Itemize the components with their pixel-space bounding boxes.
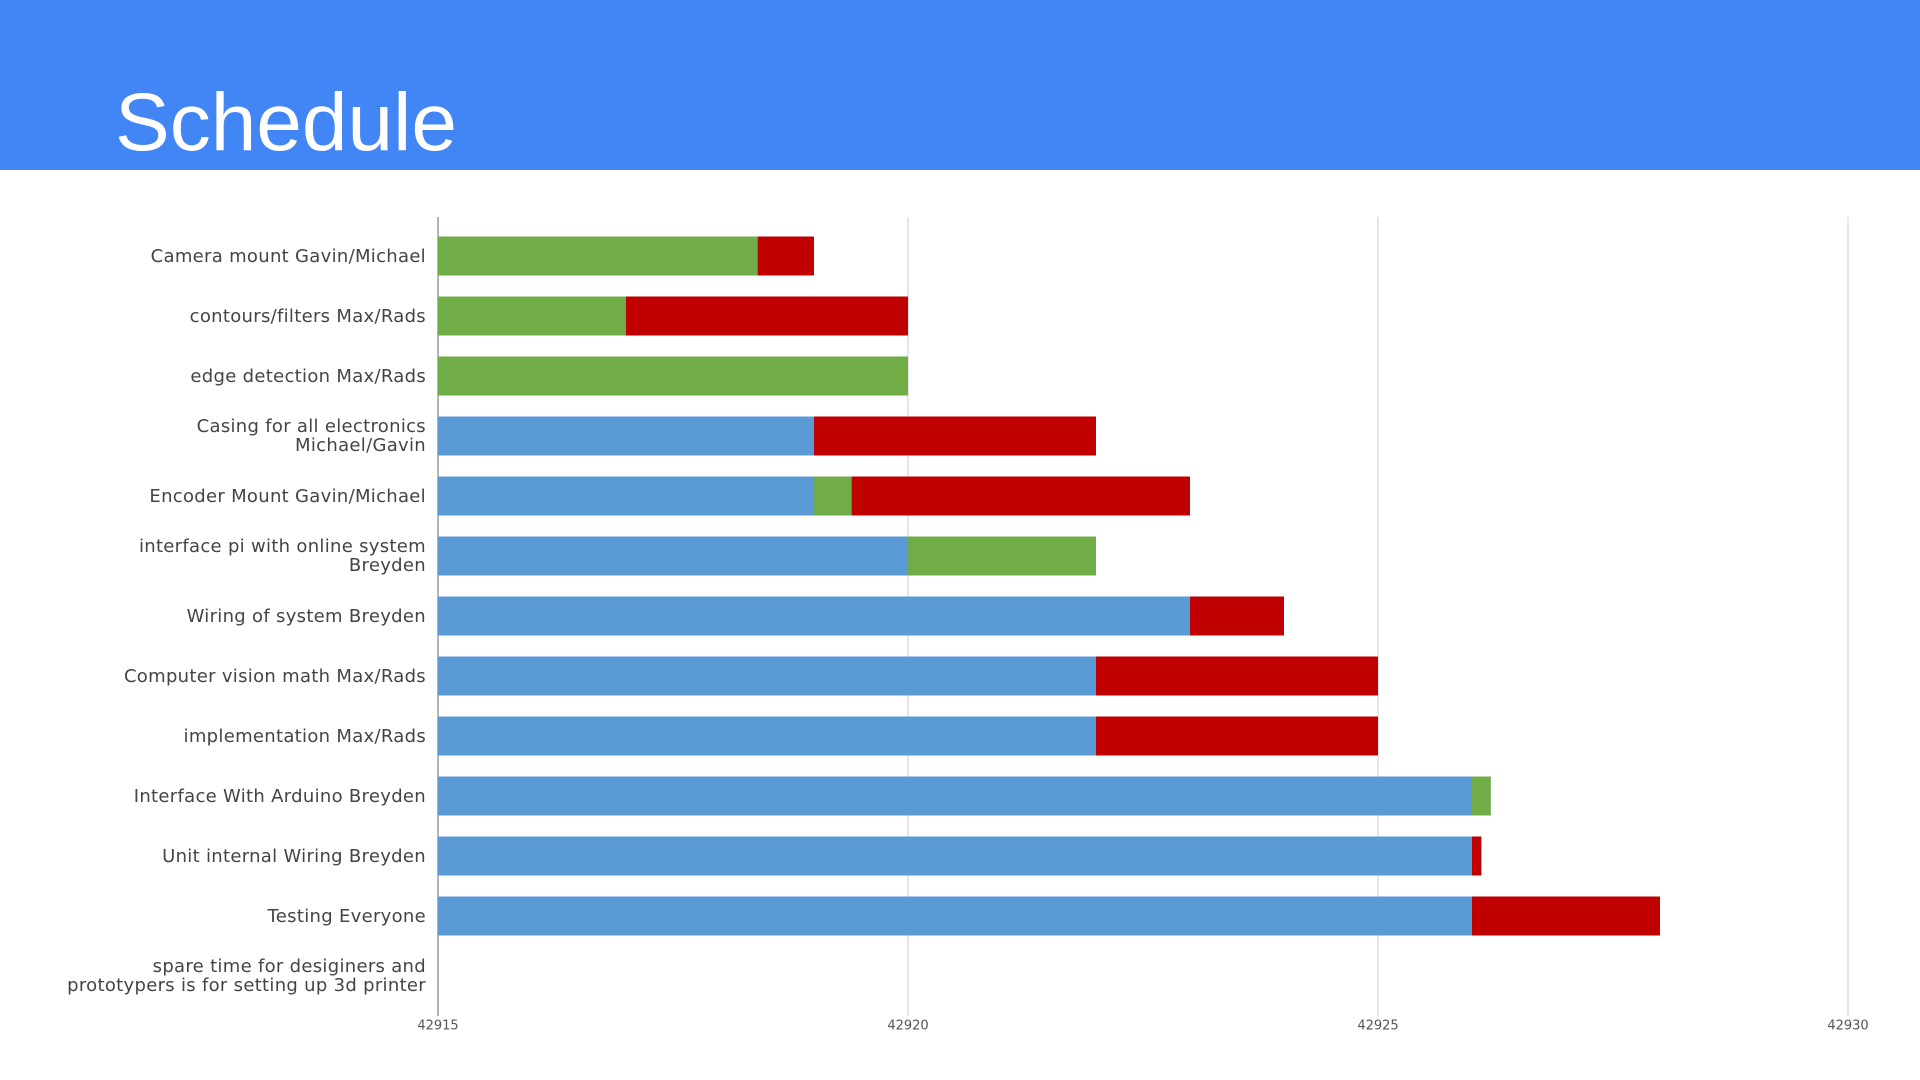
bar-segment (438, 836, 1472, 876)
bar-segment (438, 416, 814, 456)
bars (438, 236, 1660, 936)
category-label: Interface With Arduino Breyden (133, 785, 426, 807)
category-label: Camera mount Gavin/Michael (150, 245, 426, 267)
bar-segment (438, 236, 758, 276)
bar-segment (814, 416, 1096, 456)
bar-segment (1472, 836, 1482, 876)
bar-segment (1190, 596, 1284, 636)
category-label: interface pi with online system Breyden (138, 536, 426, 576)
bar-segment (438, 716, 1096, 756)
bar-segment (757, 236, 814, 276)
bar-segment (438, 296, 626, 336)
bar-segment (438, 896, 1472, 936)
bar-segment (438, 656, 1096, 696)
bar-segment (1472, 776, 1491, 816)
grid: 42915 42920 42925 42930 (417, 217, 1869, 1034)
category-label: Encoder Mount Gavin/Michael (149, 485, 426, 507)
bar-segment (1472, 896, 1660, 936)
category-label: edge detection Max/Rads (190, 365, 426, 387)
bar-segment (438, 356, 908, 396)
bar-segment (814, 476, 852, 516)
category-label: spare time for desiginers and prototyper… (67, 956, 426, 996)
category-label: contours/filters Max/Rads (189, 305, 426, 327)
bar-segment (438, 476, 814, 516)
bar-segment (438, 536, 908, 576)
x-tick-label: 42915 (417, 1019, 458, 1034)
x-tick-label: 42920 (887, 1019, 928, 1034)
bar-segment (851, 476, 1190, 516)
bar-segment (626, 296, 908, 336)
category-label: Unit internal Wiring Breyden (162, 845, 426, 867)
category-label: Testing Everyone (267, 905, 426, 927)
slide-title: Schedule (115, 77, 457, 168)
header-band (0, 0, 1920, 170)
category-label: Casing for all electronics Michael/Gavin (196, 416, 426, 456)
x-tick-label: 42925 (1357, 1019, 1398, 1034)
bar-segment (1096, 656, 1378, 696)
bar-segment (438, 596, 1190, 636)
bar-segment (438, 776, 1472, 816)
x-tick-label: 42930 (1827, 1019, 1868, 1034)
category-label: Wiring of system Breyden (186, 605, 426, 627)
category-label: implementation Max/Rads (183, 725, 426, 747)
bar-segment (908, 536, 1096, 576)
bar-segment (1096, 716, 1378, 756)
category-label: Computer vision math Max/Rads (123, 665, 426, 687)
